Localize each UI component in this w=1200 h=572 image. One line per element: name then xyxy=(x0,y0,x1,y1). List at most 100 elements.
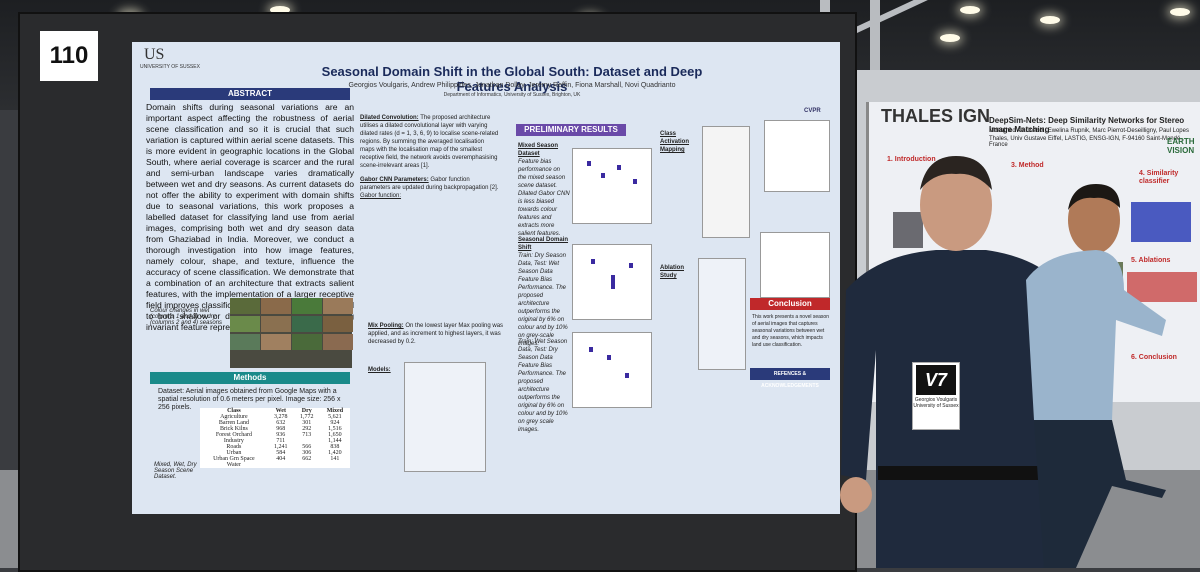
conclusion-text: This work presents a novel season of aer… xyxy=(752,314,829,348)
section-text: Train: Dry Season Data, Test: Wet Season… xyxy=(518,253,568,347)
aerial-tile xyxy=(323,316,353,332)
badge-name: Georgios Voulgaris xyxy=(914,397,958,403)
table-row: Industry 711 1,144 xyxy=(200,438,350,444)
refs-header: REFENCES & ACKNOWLEDGEMENTS xyxy=(750,368,830,389)
ceiling-light xyxy=(270,6,290,14)
main-poster: US UNIVERSITY OF SUSSEX Seasonal Domain … xyxy=(132,42,840,514)
shift-section: Seasonal Domain Shift Train: Dry Season … xyxy=(518,236,570,348)
table-cell: 632 xyxy=(276,420,286,426)
earthvision-logo: EARTH VISION xyxy=(1167,137,1195,155)
table-cell: 711 xyxy=(276,438,286,444)
plot-point xyxy=(607,355,611,360)
poster-authors: Mohamed Ali Chebbi, Ewelina Rupnik, Marc… xyxy=(989,128,1189,134)
section-text: Train: Wet Season Data, Test: Dry Season… xyxy=(518,339,568,433)
section-text: Feature bias performance on the mixed se… xyxy=(518,159,570,237)
table-cell: 566 xyxy=(302,444,312,450)
table-cell xyxy=(294,462,320,468)
section-heading: 3. Method xyxy=(1011,162,1044,169)
conference-logo: CVPR xyxy=(804,108,821,114)
model-diagram xyxy=(404,362,486,472)
university-name: UNIVERSITY OF SUSSEX xyxy=(140,64,200,70)
dataset-table: Class Wet Dry Mixed Agriculture 3,278 1,77… xyxy=(200,408,350,468)
poster-affiliation: Department of Informatics, University of… xyxy=(443,92,581,98)
table-cell: 584 xyxy=(276,450,286,456)
table-row: Agriculture 3,278 1,772 5,621 xyxy=(200,414,350,420)
mixpool-section: Mix Pooling: On the lowest layer Max poo… xyxy=(368,322,504,346)
table-cell: Brick Kilns xyxy=(219,426,248,432)
section-text: Gabor function parameters are updated du… xyxy=(360,177,499,191)
table-header: Mixed xyxy=(326,408,344,414)
plot-point xyxy=(587,161,591,166)
poster-authors: Georgios Voulgaris, Andrew Philippides, … xyxy=(348,82,676,89)
poster-affiliation: Thales, Univ Gustave Eiffel, LASTIG, ENS… xyxy=(989,136,1182,148)
plot-point xyxy=(611,275,615,289)
poster-title: DeepSim-Nets: Deep Similarity Networks f… xyxy=(989,116,1185,134)
table-cell: 662 xyxy=(302,456,312,462)
v7-logo: V7 xyxy=(916,365,956,395)
section-text: On the lowest layer Max pooling was appl… xyxy=(368,323,504,345)
table-cell: 936 xyxy=(276,432,286,438)
person-head xyxy=(1068,186,1120,254)
methods-header: Methods xyxy=(150,372,350,384)
table-cell: Water xyxy=(226,462,241,468)
table-cell: 1,516 xyxy=(328,426,342,432)
section-title: Dilated Convolution: xyxy=(360,115,419,121)
plot-point xyxy=(629,263,633,268)
person-legs xyxy=(1034,420,1166,568)
figure xyxy=(1127,272,1197,302)
table-cell: 1,772 xyxy=(300,414,314,420)
table-cell: 306 xyxy=(302,450,312,456)
table-cell: 404 xyxy=(276,456,286,462)
university-logo: US xyxy=(144,46,165,63)
table-cell: 968 xyxy=(276,426,286,432)
figure xyxy=(893,212,923,248)
table-cell: 1,144 xyxy=(328,438,342,444)
plot-point xyxy=(589,347,593,352)
aerial-tile xyxy=(292,334,322,350)
presenter-body xyxy=(841,250,1086,568)
aerial-tile xyxy=(230,316,260,332)
table-cell: 713 xyxy=(302,432,312,438)
plot-point xyxy=(625,373,629,378)
section-heading: 6. Conclusion xyxy=(1131,354,1177,361)
board-number: 110 xyxy=(40,31,98,81)
section-title: Mix Pooling: xyxy=(368,323,404,329)
table-cell: Industry xyxy=(223,438,244,444)
table-header: Dry xyxy=(301,408,312,414)
table-caption: Mixed, Wet, Dry Season Scene Dataset. xyxy=(154,462,197,480)
results-plot xyxy=(572,332,652,408)
presenter-belt xyxy=(878,466,1048,480)
table-header: Class xyxy=(227,408,241,414)
table-row: Urban Grn Space 404 662 141 xyxy=(200,456,350,462)
section-text: The proposed architecture utilises a dil… xyxy=(360,115,499,169)
plot-point xyxy=(633,179,637,184)
table-cell: 292 xyxy=(302,426,312,432)
presenter-hand xyxy=(840,477,872,513)
abstract-header: ABSTRACT xyxy=(150,88,350,100)
presenter-hair xyxy=(920,156,992,190)
gabor-section: Gabor CNN Parameters: Gabor function par… xyxy=(360,176,500,200)
section-heading: 4. Similarity classifier xyxy=(1139,170,1179,185)
aerial-tile xyxy=(323,298,353,314)
poster-title: Seasonal Domain Shift in the Global Sout… xyxy=(321,64,703,94)
poster-logo-text: THALES IGN xyxy=(881,106,991,126)
aerial-tile xyxy=(230,298,260,314)
table-header: Wet xyxy=(275,408,286,414)
ablation-title: Ablation Study xyxy=(660,265,684,279)
aerial-tile xyxy=(261,298,291,314)
table-cell: 924 xyxy=(330,420,340,426)
shift-section-2: Train: Wet Season Data, Test: Dry Season… xyxy=(518,338,570,434)
table-cell: Agriculture xyxy=(220,414,248,420)
section-title: Gabor CNN Parameters: xyxy=(360,177,429,183)
ceiling-light xyxy=(1040,16,1060,24)
table-cell: Urban Grn Space xyxy=(213,456,255,462)
results-plot xyxy=(764,120,830,192)
plot-point xyxy=(617,165,621,170)
table-row: Forest Orchard 936 713 1,650 xyxy=(200,432,350,438)
ceiling-light xyxy=(1170,8,1190,16)
presenter xyxy=(840,156,1086,568)
table-cell: 1,420 xyxy=(328,450,342,456)
table-cell: 301 xyxy=(302,420,312,426)
aerial-tile xyxy=(323,334,353,350)
mixed-section: Mixed Season Dataset Feature bias perfor… xyxy=(518,142,570,238)
